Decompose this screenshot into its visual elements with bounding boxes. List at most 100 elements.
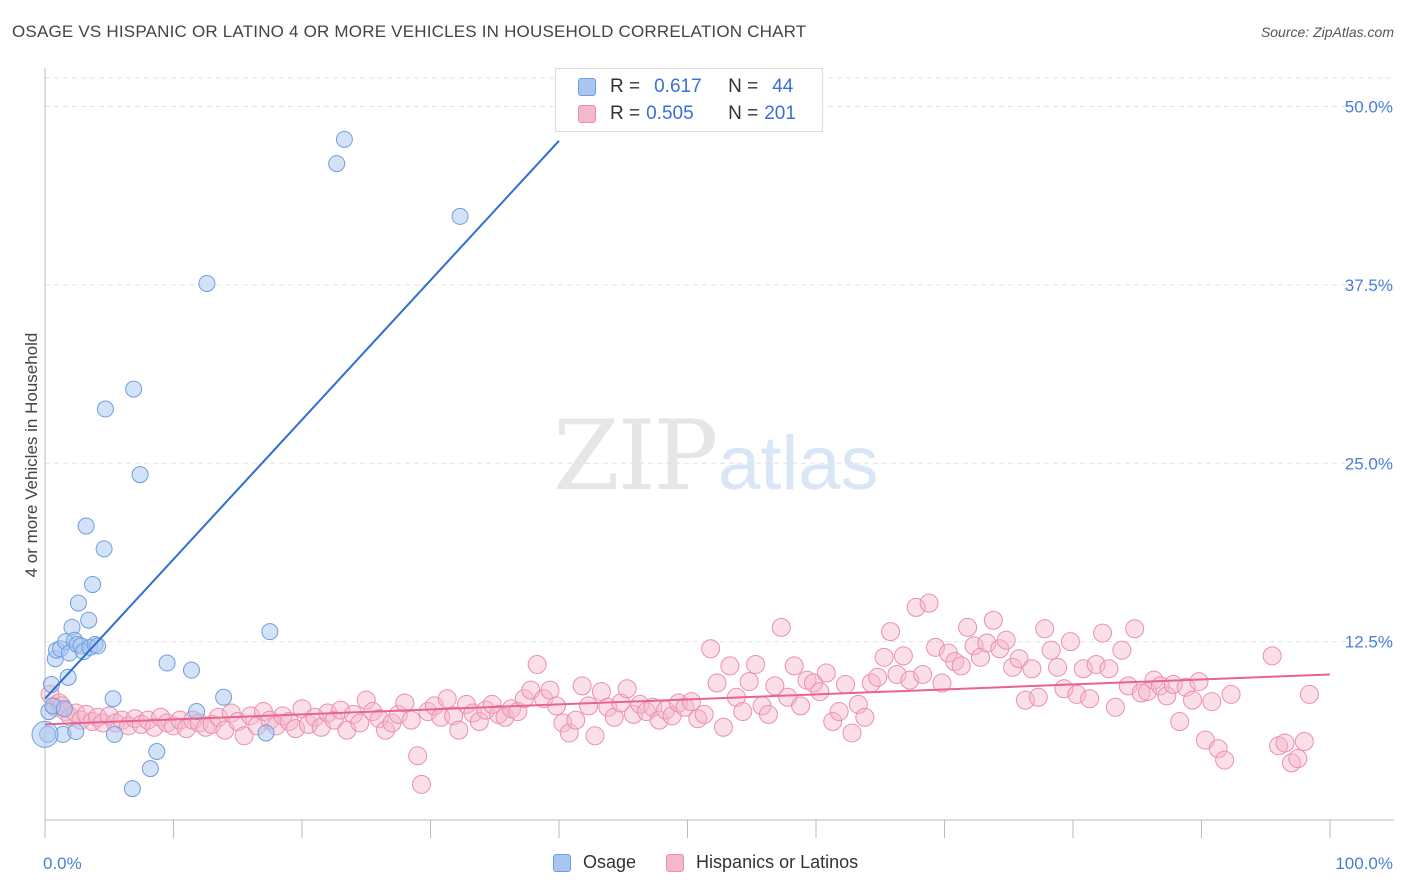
hispanic-point bbox=[401, 710, 421, 730]
hispanic-point bbox=[572, 676, 592, 696]
hispanic-point bbox=[887, 664, 907, 684]
r-label: R = bbox=[610, 76, 641, 97]
hispanic-point bbox=[823, 712, 843, 732]
hispanic-point bbox=[1041, 640, 1061, 660]
hispanic-point bbox=[681, 692, 701, 712]
hispanic-point bbox=[983, 610, 1003, 630]
hispanic-trend-line bbox=[44, 673, 1331, 726]
hispanic-point bbox=[350, 713, 370, 733]
hispanic-point bbox=[412, 774, 432, 794]
hispanic-point bbox=[1288, 749, 1308, 769]
hispanic-point bbox=[395, 693, 415, 713]
hispanic-point bbox=[1022, 659, 1042, 679]
x-tick-label: 0.0% bbox=[43, 854, 82, 873]
hispanic-point bbox=[1105, 697, 1125, 717]
hispanic-point bbox=[758, 704, 778, 724]
hispanic-point bbox=[1048, 657, 1068, 677]
hispanic-point bbox=[1035, 619, 1055, 639]
hispanic-point bbox=[868, 667, 888, 687]
hispanic-point bbox=[408, 746, 428, 766]
hispanic-point bbox=[1073, 659, 1093, 679]
hispanic-point bbox=[1221, 684, 1241, 704]
n-value: 44 bbox=[772, 76, 794, 97]
hispanic-point bbox=[701, 639, 721, 659]
osage-point bbox=[328, 155, 346, 173]
hispanic-point bbox=[733, 702, 753, 722]
osage-point bbox=[451, 207, 469, 225]
hispanic-point bbox=[546, 696, 566, 716]
x-tick-label: 100.0% bbox=[1335, 854, 1393, 873]
hispanic-point bbox=[746, 654, 766, 674]
osage-swatch bbox=[578, 78, 596, 96]
hispanic-point bbox=[977, 633, 997, 653]
osage-legend-label: Osage bbox=[583, 852, 637, 872]
hispanic-point bbox=[739, 672, 759, 692]
hispanic-point bbox=[1262, 646, 1282, 666]
n-label: N = bbox=[728, 76, 759, 97]
hispanic-point bbox=[893, 646, 913, 666]
hispanic-legend-swatch bbox=[666, 853, 685, 872]
hispanic-point bbox=[707, 673, 727, 693]
y-tick-label: 37.5% bbox=[1345, 276, 1393, 295]
hispanic-point bbox=[932, 673, 952, 693]
hispanic-point bbox=[810, 682, 830, 702]
osage-point bbox=[188, 703, 206, 721]
hispanic-point bbox=[469, 712, 489, 732]
hispanic-point bbox=[286, 719, 306, 739]
legend-row-hispanic: R = 0.505 N = 201 bbox=[578, 102, 796, 126]
hispanic-point bbox=[376, 720, 396, 740]
osage-point bbox=[125, 380, 143, 398]
osage-point bbox=[105, 725, 123, 743]
hispanic-point bbox=[356, 690, 376, 710]
hispanic-point bbox=[913, 664, 933, 684]
hispanic-point bbox=[713, 717, 733, 737]
hispanic-point bbox=[926, 637, 946, 657]
hispanic-point bbox=[1189, 672, 1209, 692]
osage-point bbox=[84, 576, 102, 594]
legend-row-osage: R = 0.617 N = 44 bbox=[578, 75, 793, 99]
hispanic-point bbox=[951, 656, 971, 676]
osage-point bbox=[257, 724, 275, 742]
osage-point bbox=[198, 274, 216, 292]
hispanic-point bbox=[874, 647, 894, 667]
hispanic-point bbox=[1157, 686, 1177, 706]
hispanic-point bbox=[906, 597, 926, 617]
osage-point bbox=[335, 130, 353, 148]
hispanic-point bbox=[1275, 733, 1295, 753]
watermark-atlas: atlas bbox=[718, 421, 879, 506]
r-label: R = bbox=[610, 103, 641, 124]
osage-point bbox=[67, 723, 85, 741]
osage-point bbox=[158, 654, 176, 672]
hispanic-point bbox=[765, 676, 785, 696]
gridlines bbox=[45, 77, 1394, 643]
hispanic-point bbox=[566, 710, 586, 730]
hispanic-point bbox=[1060, 632, 1080, 652]
hispanic-point bbox=[816, 663, 836, 683]
hispanic-point bbox=[482, 694, 502, 714]
hispanic-point bbox=[1067, 684, 1087, 704]
y-tick-label: 25.0% bbox=[1345, 454, 1393, 473]
hispanic-point bbox=[1086, 654, 1106, 674]
hispanic-point bbox=[836, 674, 856, 694]
osage-point bbox=[261, 623, 279, 641]
hispanic-point bbox=[369, 709, 389, 729]
osage-point bbox=[131, 466, 149, 484]
hispanic-point bbox=[970, 647, 990, 667]
hispanic-point bbox=[630, 694, 650, 714]
osage-point bbox=[148, 743, 166, 761]
hispanic-point bbox=[1093, 623, 1113, 643]
hispanic-point bbox=[694, 704, 714, 724]
osage-point bbox=[141, 760, 159, 778]
osage-point bbox=[182, 661, 200, 679]
hispanic-point bbox=[437, 689, 457, 709]
hispanic-point bbox=[1080, 689, 1100, 709]
osage-point bbox=[31, 720, 59, 748]
hispanic-point bbox=[617, 679, 637, 699]
osage-point bbox=[77, 517, 95, 535]
hispanic-point bbox=[1138, 682, 1158, 702]
hispanic-point bbox=[964, 636, 984, 656]
osage-point bbox=[89, 637, 107, 655]
n-value: 201 bbox=[764, 103, 796, 124]
hispanic-point bbox=[527, 654, 547, 674]
